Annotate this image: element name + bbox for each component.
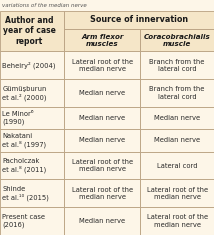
Text: variations of the median nerve: variations of the median nerve <box>2 3 87 8</box>
Bar <box>0 0 214 11</box>
Bar <box>64 180 140 207</box>
Text: Gümüşburun
et al.² (2000): Gümüşburun et al.² (2000) <box>2 86 47 101</box>
Bar <box>64 152 140 180</box>
Text: Source of innervation: Source of innervation <box>90 15 188 24</box>
Text: Le Minor⁶
(1990): Le Minor⁶ (1990) <box>2 111 34 125</box>
Text: Pacholczak
et al.⁸ (2011): Pacholczak et al.⁸ (2011) <box>2 158 46 173</box>
Text: Median nerve: Median nerve <box>79 218 125 224</box>
Text: Branch from the
lateral cord: Branch from the lateral cord <box>149 86 205 100</box>
Text: Shinde
et al.¹⁰ (2015): Shinde et al.¹⁰ (2015) <box>2 186 49 201</box>
Bar <box>0 79 64 107</box>
Bar <box>64 11 214 29</box>
Bar <box>64 129 140 152</box>
Bar <box>140 129 214 152</box>
Bar <box>64 29 140 51</box>
Text: Lateral root of the
median nerve: Lateral root of the median nerve <box>72 159 133 172</box>
Text: Beheiry² (2004): Beheiry² (2004) <box>2 62 56 69</box>
Bar <box>140 180 214 207</box>
Text: Coracobrachialis
muscle: Coracobrachialis muscle <box>144 34 210 47</box>
Bar <box>140 107 214 129</box>
Bar <box>140 29 214 51</box>
Text: Arm flexor
muscles: Arm flexor muscles <box>81 34 123 47</box>
Bar <box>0 180 64 207</box>
Bar <box>0 51 64 79</box>
Text: Lateral root of the
median nerve: Lateral root of the median nerve <box>72 59 133 72</box>
Text: Present case
(2016): Present case (2016) <box>2 214 45 228</box>
Bar <box>140 51 214 79</box>
Bar <box>0 107 64 129</box>
Bar <box>140 152 214 180</box>
Text: Lateral root of the
median nerve: Lateral root of the median nerve <box>72 187 133 200</box>
Text: Median nerve: Median nerve <box>79 90 125 96</box>
Bar <box>64 79 140 107</box>
Text: Nakatani
et al.⁸ (1997): Nakatani et al.⁸ (1997) <box>2 133 46 148</box>
Bar <box>64 107 140 129</box>
Bar <box>64 51 140 79</box>
Text: Lateral cord: Lateral cord <box>157 163 197 168</box>
Text: Author and
year of case
report: Author and year of case report <box>3 16 55 46</box>
Bar <box>0 152 64 180</box>
Text: Median nerve: Median nerve <box>154 115 200 121</box>
Bar <box>0 129 64 152</box>
Bar <box>140 207 214 235</box>
Text: Median nerve: Median nerve <box>154 137 200 143</box>
Text: Lateral root of the
median nerve: Lateral root of the median nerve <box>147 187 208 200</box>
Text: Median nerve: Median nerve <box>79 137 125 143</box>
Bar <box>0 11 64 51</box>
Text: Median nerve: Median nerve <box>79 115 125 121</box>
Text: Lateral root of the
median nerve: Lateral root of the median nerve <box>147 215 208 228</box>
Bar <box>64 207 140 235</box>
Bar <box>140 79 214 107</box>
Text: Branch from the
lateral cord: Branch from the lateral cord <box>149 59 205 72</box>
Bar <box>0 207 64 235</box>
